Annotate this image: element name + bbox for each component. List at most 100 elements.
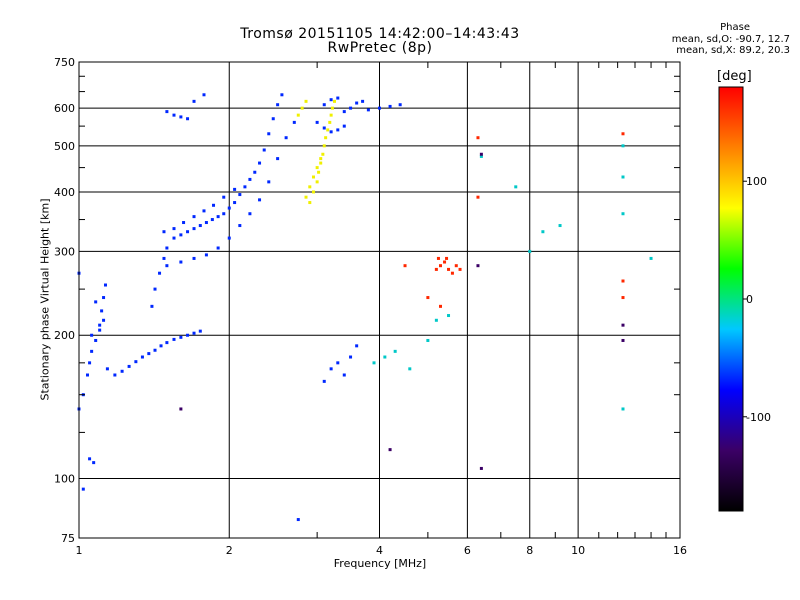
data-point xyxy=(88,361,92,365)
data-point xyxy=(182,221,186,225)
grid-lines xyxy=(79,62,680,538)
data-point xyxy=(304,99,308,103)
data-point xyxy=(319,157,323,161)
data-point xyxy=(621,338,625,342)
data-point xyxy=(479,154,483,158)
data-point xyxy=(216,215,220,219)
x-tick-label: 16 xyxy=(673,544,687,557)
x-tick-label: 1 xyxy=(76,544,83,557)
data-point xyxy=(162,230,166,234)
data-point xyxy=(248,212,252,216)
data-point xyxy=(98,323,102,327)
data-point xyxy=(94,338,98,342)
data-point xyxy=(308,185,312,189)
data-point xyxy=(322,144,326,148)
data-point xyxy=(150,304,154,308)
data-point xyxy=(349,106,353,110)
data-point xyxy=(336,96,340,100)
data-point xyxy=(248,177,252,181)
data-point xyxy=(329,113,333,117)
y-tick-label: 600 xyxy=(54,102,75,115)
data-point xyxy=(458,267,462,271)
data-point xyxy=(165,264,169,268)
data-point xyxy=(258,198,262,202)
data-point xyxy=(216,246,220,250)
data-point xyxy=(479,152,483,156)
data-point xyxy=(330,106,334,110)
data-point xyxy=(186,117,190,121)
data-point xyxy=(127,364,131,368)
data-point xyxy=(336,361,340,365)
data-point xyxy=(292,120,296,124)
data-point xyxy=(398,103,402,107)
stats-line-o: mean, sd,O: -90.7, 12.7 xyxy=(671,34,790,45)
data-point xyxy=(243,185,247,189)
data-point xyxy=(450,271,454,275)
data-point xyxy=(92,461,96,465)
data-point xyxy=(159,344,163,348)
data-point xyxy=(267,180,271,184)
data-point xyxy=(315,120,319,124)
data-point xyxy=(94,300,98,304)
data-point xyxy=(454,264,458,268)
x-tick-label: 8 xyxy=(526,544,533,557)
colorbar-gradient xyxy=(718,86,744,512)
data-point xyxy=(103,283,107,287)
data-point xyxy=(621,132,625,136)
data-point xyxy=(649,256,653,260)
data-point xyxy=(366,108,370,112)
y-tick-label: 100 xyxy=(54,473,75,486)
data-point xyxy=(86,373,90,377)
data-point xyxy=(204,221,208,225)
data-point xyxy=(479,466,483,470)
data-point xyxy=(222,212,226,216)
data-point xyxy=(355,101,359,105)
colorbar: 100 0 -100 xyxy=(718,86,771,512)
data-point xyxy=(317,170,321,174)
data-points xyxy=(77,93,653,522)
x-tick-label: 2 xyxy=(226,544,233,557)
data-point xyxy=(147,352,151,356)
x-tick-label: 6 xyxy=(464,544,471,557)
data-point xyxy=(165,110,169,114)
data-point xyxy=(342,124,346,128)
axis-ticks: 1 2 4 6 8 10 16 75 100 200 300 400 500 600 750 xyxy=(54,56,687,557)
data-point xyxy=(280,93,284,97)
data-point xyxy=(315,166,319,170)
data-point xyxy=(329,367,333,371)
stats-heading: Phase xyxy=(720,22,750,33)
data-point xyxy=(349,355,353,359)
data-point xyxy=(372,361,376,365)
data-point xyxy=(445,256,449,260)
chart-title: Tromsø 20151105 14:42:00–14:43:43 xyxy=(240,26,520,42)
data-point xyxy=(304,195,308,199)
data-point xyxy=(621,144,625,148)
y-tick-label: 300 xyxy=(54,245,75,258)
data-point xyxy=(165,246,169,250)
data-point xyxy=(238,224,242,228)
chart-subtitle: RwPretec (8p) xyxy=(327,40,433,56)
data-point xyxy=(179,335,183,339)
y-axis-label: Stationary phase Virtual Height [km] xyxy=(38,198,52,401)
data-point xyxy=(476,136,480,140)
data-point xyxy=(388,448,392,452)
data-point xyxy=(322,103,326,107)
data-point xyxy=(262,148,266,152)
y-tick-label: 200 xyxy=(54,329,75,342)
data-point xyxy=(192,227,196,231)
data-point xyxy=(198,329,202,333)
data-point xyxy=(105,367,109,371)
colorbar-tick-label: -100 xyxy=(746,411,771,424)
data-point xyxy=(311,190,315,194)
y-tick-label: 400 xyxy=(54,186,75,199)
data-point xyxy=(134,360,138,364)
data-point xyxy=(276,157,280,161)
data-point xyxy=(102,318,106,322)
data-point xyxy=(153,348,157,352)
data-point xyxy=(296,113,300,117)
colorbar-tick-label: 100 xyxy=(746,175,767,188)
data-point xyxy=(271,117,275,121)
data-point xyxy=(311,175,315,179)
data-point xyxy=(233,187,237,191)
